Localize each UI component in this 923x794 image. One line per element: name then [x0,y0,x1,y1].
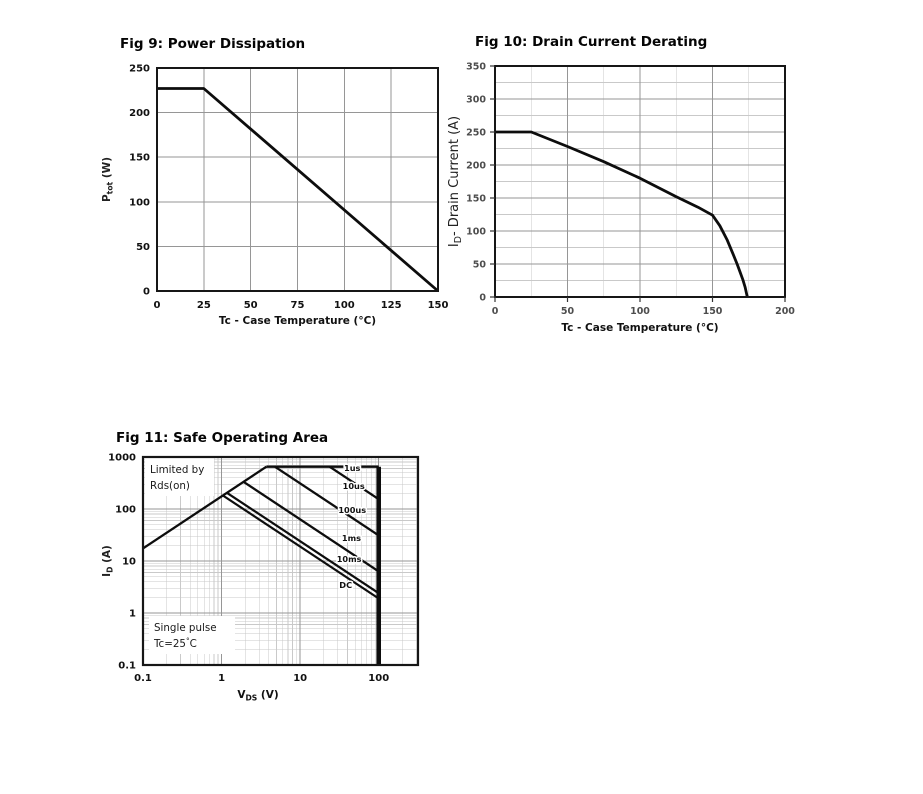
fig11-annotation-pulse-condition-note: Single pulse Tc=25°C [149,616,235,654]
fig11-title: Fig 11: Safe Operating Area [116,430,329,446]
annotation-line: Rds(on) [150,480,190,492]
fig9-power-dissipation-chart: 0 25 50 75 100 125 150 0 50 100 150 200 250 Tc - Case… [101,64,448,328]
svg-text:100: 100 [466,227,486,238]
svg-text:0: 0 [479,293,486,304]
fig9-title: Fig 9: Power Dissipation [120,36,306,52]
fig11-annotation-rds-limit-note: Limited by Rds(on) [145,458,214,496]
svg-text:100: 100 [115,505,136,516]
svg-text:0: 0 [154,300,161,311]
fig11-safe-operating-area-chart: Limited by Rds(on) Single pulse Tc=25°C 1us 1… [101,453,420,703]
svg-text:250: 250 [466,128,486,139]
fig10-tick-marks [490,65,786,302]
svg-text:0.1: 0.1 [134,673,152,684]
svg-text:50: 50 [561,306,575,317]
fig10-x-axis-title: Tc - Case Temperature (°C) [561,322,718,334]
fig11-y-axis-title: ID (A) [101,545,115,577]
svg-text:1: 1 [129,609,136,620]
fig9-tick-labels: 0 25 50 75 100 125 150 0 50 100 150 200 250 [129,64,448,312]
svg-text:200: 200 [129,108,150,119]
svg-text:10: 10 [122,557,136,568]
annotation-line: Tc=25°C [153,636,197,650]
fig10-tick-labels: 0 50 100 150 200 0 50 100 150 200 250 300 350 [466,62,795,318]
svg-text:150: 150 [703,306,723,317]
annotation-line: Limited by [150,464,204,476]
svg-text:50: 50 [473,260,487,271]
svg-text:150: 150 [129,153,150,164]
fig11-curve-pulse-10ms [226,491,380,595]
fig9-x-axis-title: Tc - Case Temperature (°C) [219,315,376,327]
svg-text:0: 0 [143,287,150,298]
fig11-curve-label-pulse-100us: 100us [338,505,366,515]
fig10-drain-current-derating-chart: 0 50 100 150 200 0 50 100 150 200 250 300 350 Tc - Ca… [447,62,795,335]
fig10-title: Fig 10: Drain Current Derating [475,34,708,50]
svg-text:150: 150 [428,300,449,311]
fig9-curve-power-dissipation [157,87,439,293]
fig11-curve-label-pulse-1ms: 1ms [342,533,361,543]
fig11-curve-dc [222,494,380,600]
svg-text:200: 200 [775,306,795,317]
svg-text:250: 250 [129,64,150,75]
fig11-curve-label-pulse-10us: 10us [343,481,365,491]
annotation-line: Single pulse [154,622,217,634]
fig11-curve-pulse-10us [328,465,380,501]
svg-text:50: 50 [244,300,258,311]
svg-text:10: 10 [293,673,307,684]
svg-text:300: 300 [466,95,486,106]
fig11-curve-pulse-1ms [242,480,380,573]
fig11-curve-rds-on-limit [142,465,268,550]
svg-text:125: 125 [381,300,402,311]
fig11-curve-label-pulse-1us: 1us [344,463,361,473]
fig10-curve-drain-current-derating [495,130,749,298]
svg-text:100: 100 [129,197,150,208]
svg-text:0.1: 0.1 [118,661,136,672]
svg-text:100: 100 [368,673,389,684]
fig9-grid-major [157,68,438,291]
svg-text:25: 25 [197,300,211,311]
fig11-curve-pulse-100us [274,465,380,537]
fig9-plot-border [156,67,439,292]
svg-text:100: 100 [630,306,650,317]
fig11-tick-labels: 0.1 1 10 100 0.1 1 10 100 1000 [108,453,389,685]
fig9-y-axis-title: Ptot (W) [101,157,115,202]
svg-text:50: 50 [136,242,150,253]
svg-text:200: 200 [466,161,486,172]
svg-text:1000: 1000 [108,453,136,464]
svg-text:1: 1 [218,673,225,684]
fig11-x-axis-title: VDS (V) [237,689,278,703]
fig11-curve-label-dc: DC [339,580,352,590]
svg-text:0: 0 [492,306,499,317]
svg-text:150: 150 [466,194,486,205]
svg-text:100: 100 [334,300,355,311]
fig10-y-axis-title: ID- Drain Current (A) [447,116,464,247]
svg-text:75: 75 [291,300,305,311]
fig11-curve-label-pulse-10ms: 10ms [337,554,362,564]
svg-text:350: 350 [466,62,486,73]
fig11-plot-border [141,455,420,667]
